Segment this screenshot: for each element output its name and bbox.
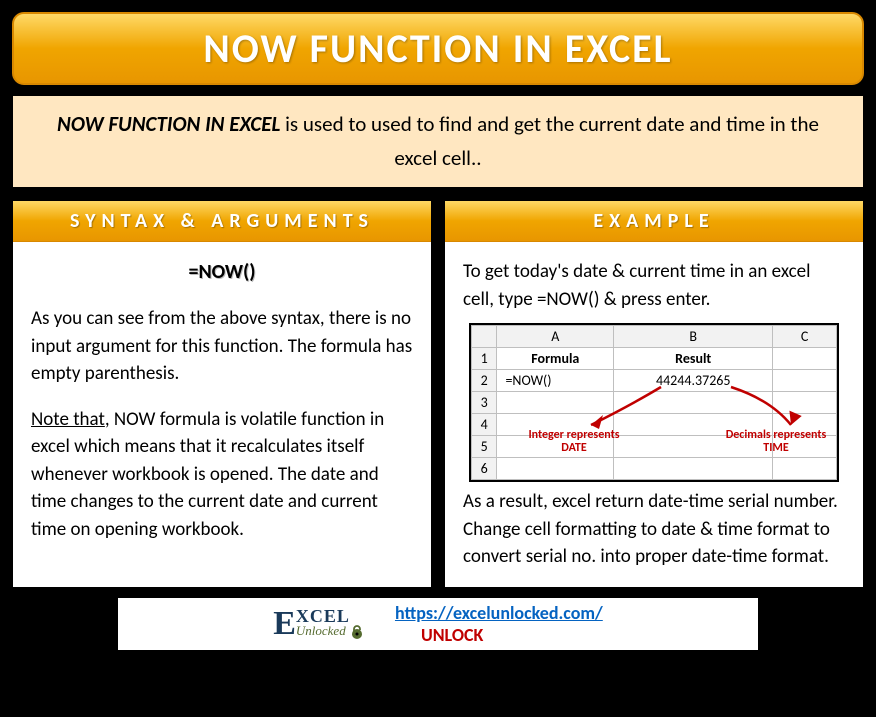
description-lead: NOW FUNCTION IN EXCEL — [57, 111, 280, 137]
cell-C3 — [773, 392, 837, 414]
cell-C2 — [773, 370, 837, 392]
row-header-3: 3 — [472, 392, 497, 414]
footer-links: https://excelunlocked.com/ UNLOCK — [395, 602, 603, 646]
description-box: NOW FUNCTION IN EXCEL is used to used to… — [12, 95, 864, 188]
cell-C1 — [773, 348, 837, 370]
row-header-6: 6 — [472, 458, 497, 480]
cell-B1: Result — [614, 348, 773, 370]
logo-e-icon: E — [273, 605, 296, 643]
example-header: EXAMPLE — [445, 201, 863, 242]
footer: E XCEL Unlocked https://excelunlocked.co… — [118, 598, 758, 650]
cell-B5 — [614, 436, 773, 458]
cell-A1: Formula — [497, 348, 614, 370]
cell-B6 — [614, 458, 773, 480]
cell-A4 — [497, 414, 614, 436]
page-title: NOW FUNCTION IN EXCEL — [14, 24, 862, 73]
logo-top-text: XCEL — [296, 608, 365, 624]
example-intro: To get today's date & current time in an… — [463, 258, 845, 313]
logo: E XCEL Unlocked — [273, 605, 365, 643]
footer-unlock-text: UNLOCK — [421, 624, 603, 646]
logo-bottom-text: Unlocked — [296, 624, 365, 640]
row-header-4: 4 — [472, 414, 497, 436]
syntax-header: SYNTAX & ARGUMENTS — [13, 201, 431, 242]
cell-C4 — [773, 414, 837, 436]
corner-cell — [472, 326, 497, 348]
excel-table: A B C 1 Formula Result 2 =NOW() 44244.37… — [469, 323, 839, 482]
cell-A3 — [497, 392, 614, 414]
syntax-para2: Note that, NOW formula is volatile funct… — [31, 406, 413, 544]
footer-url-link[interactable]: https://excelunlocked.com/ — [395, 602, 603, 624]
cell-A5 — [497, 436, 614, 458]
excel-grid: A B C 1 Formula Result 2 =NOW() 44244.37… — [471, 325, 837, 480]
example-column: EXAMPLE To get today's date & current ti… — [444, 200, 864, 588]
col-header-C: C — [773, 326, 837, 348]
lock-icon — [349, 624, 365, 640]
row-header-5: 5 — [472, 436, 497, 458]
syntax-column: SYNTAX & ARGUMENTS =NOW() As you can see… — [12, 200, 432, 588]
cell-A6 — [497, 458, 614, 480]
cell-C6 — [773, 458, 837, 480]
cell-C5 — [773, 436, 837, 458]
row-header-2: 2 — [472, 370, 497, 392]
title-banner: NOW FUNCTION IN EXCEL — [12, 12, 864, 85]
row-header-1: 1 — [472, 348, 497, 370]
syntax-para1: As you can see from the above syntax, th… — [31, 305, 413, 388]
syntax-formula: =NOW() — [31, 258, 413, 287]
example-body: To get today's date & current time in an… — [445, 242, 863, 587]
logo-stack: XCEL Unlocked — [296, 608, 365, 640]
cell-B4 — [614, 414, 773, 436]
description-rest: is used to used to find and get the curr… — [280, 111, 819, 171]
cell-A2: =NOW() — [497, 370, 614, 392]
example-outro: As a result, excel return date-time seri… — [463, 488, 845, 571]
col-header-B: B — [614, 326, 773, 348]
cell-B3 — [614, 392, 773, 414]
note-label: Note that — [31, 408, 105, 431]
cell-B2: 44244.37265 — [614, 370, 773, 392]
col-header-A: A — [497, 326, 614, 348]
columns-container: SYNTAX & ARGUMENTS =NOW() As you can see… — [12, 200, 864, 588]
syntax-body: =NOW() As you can see from the above syn… — [13, 242, 431, 577]
